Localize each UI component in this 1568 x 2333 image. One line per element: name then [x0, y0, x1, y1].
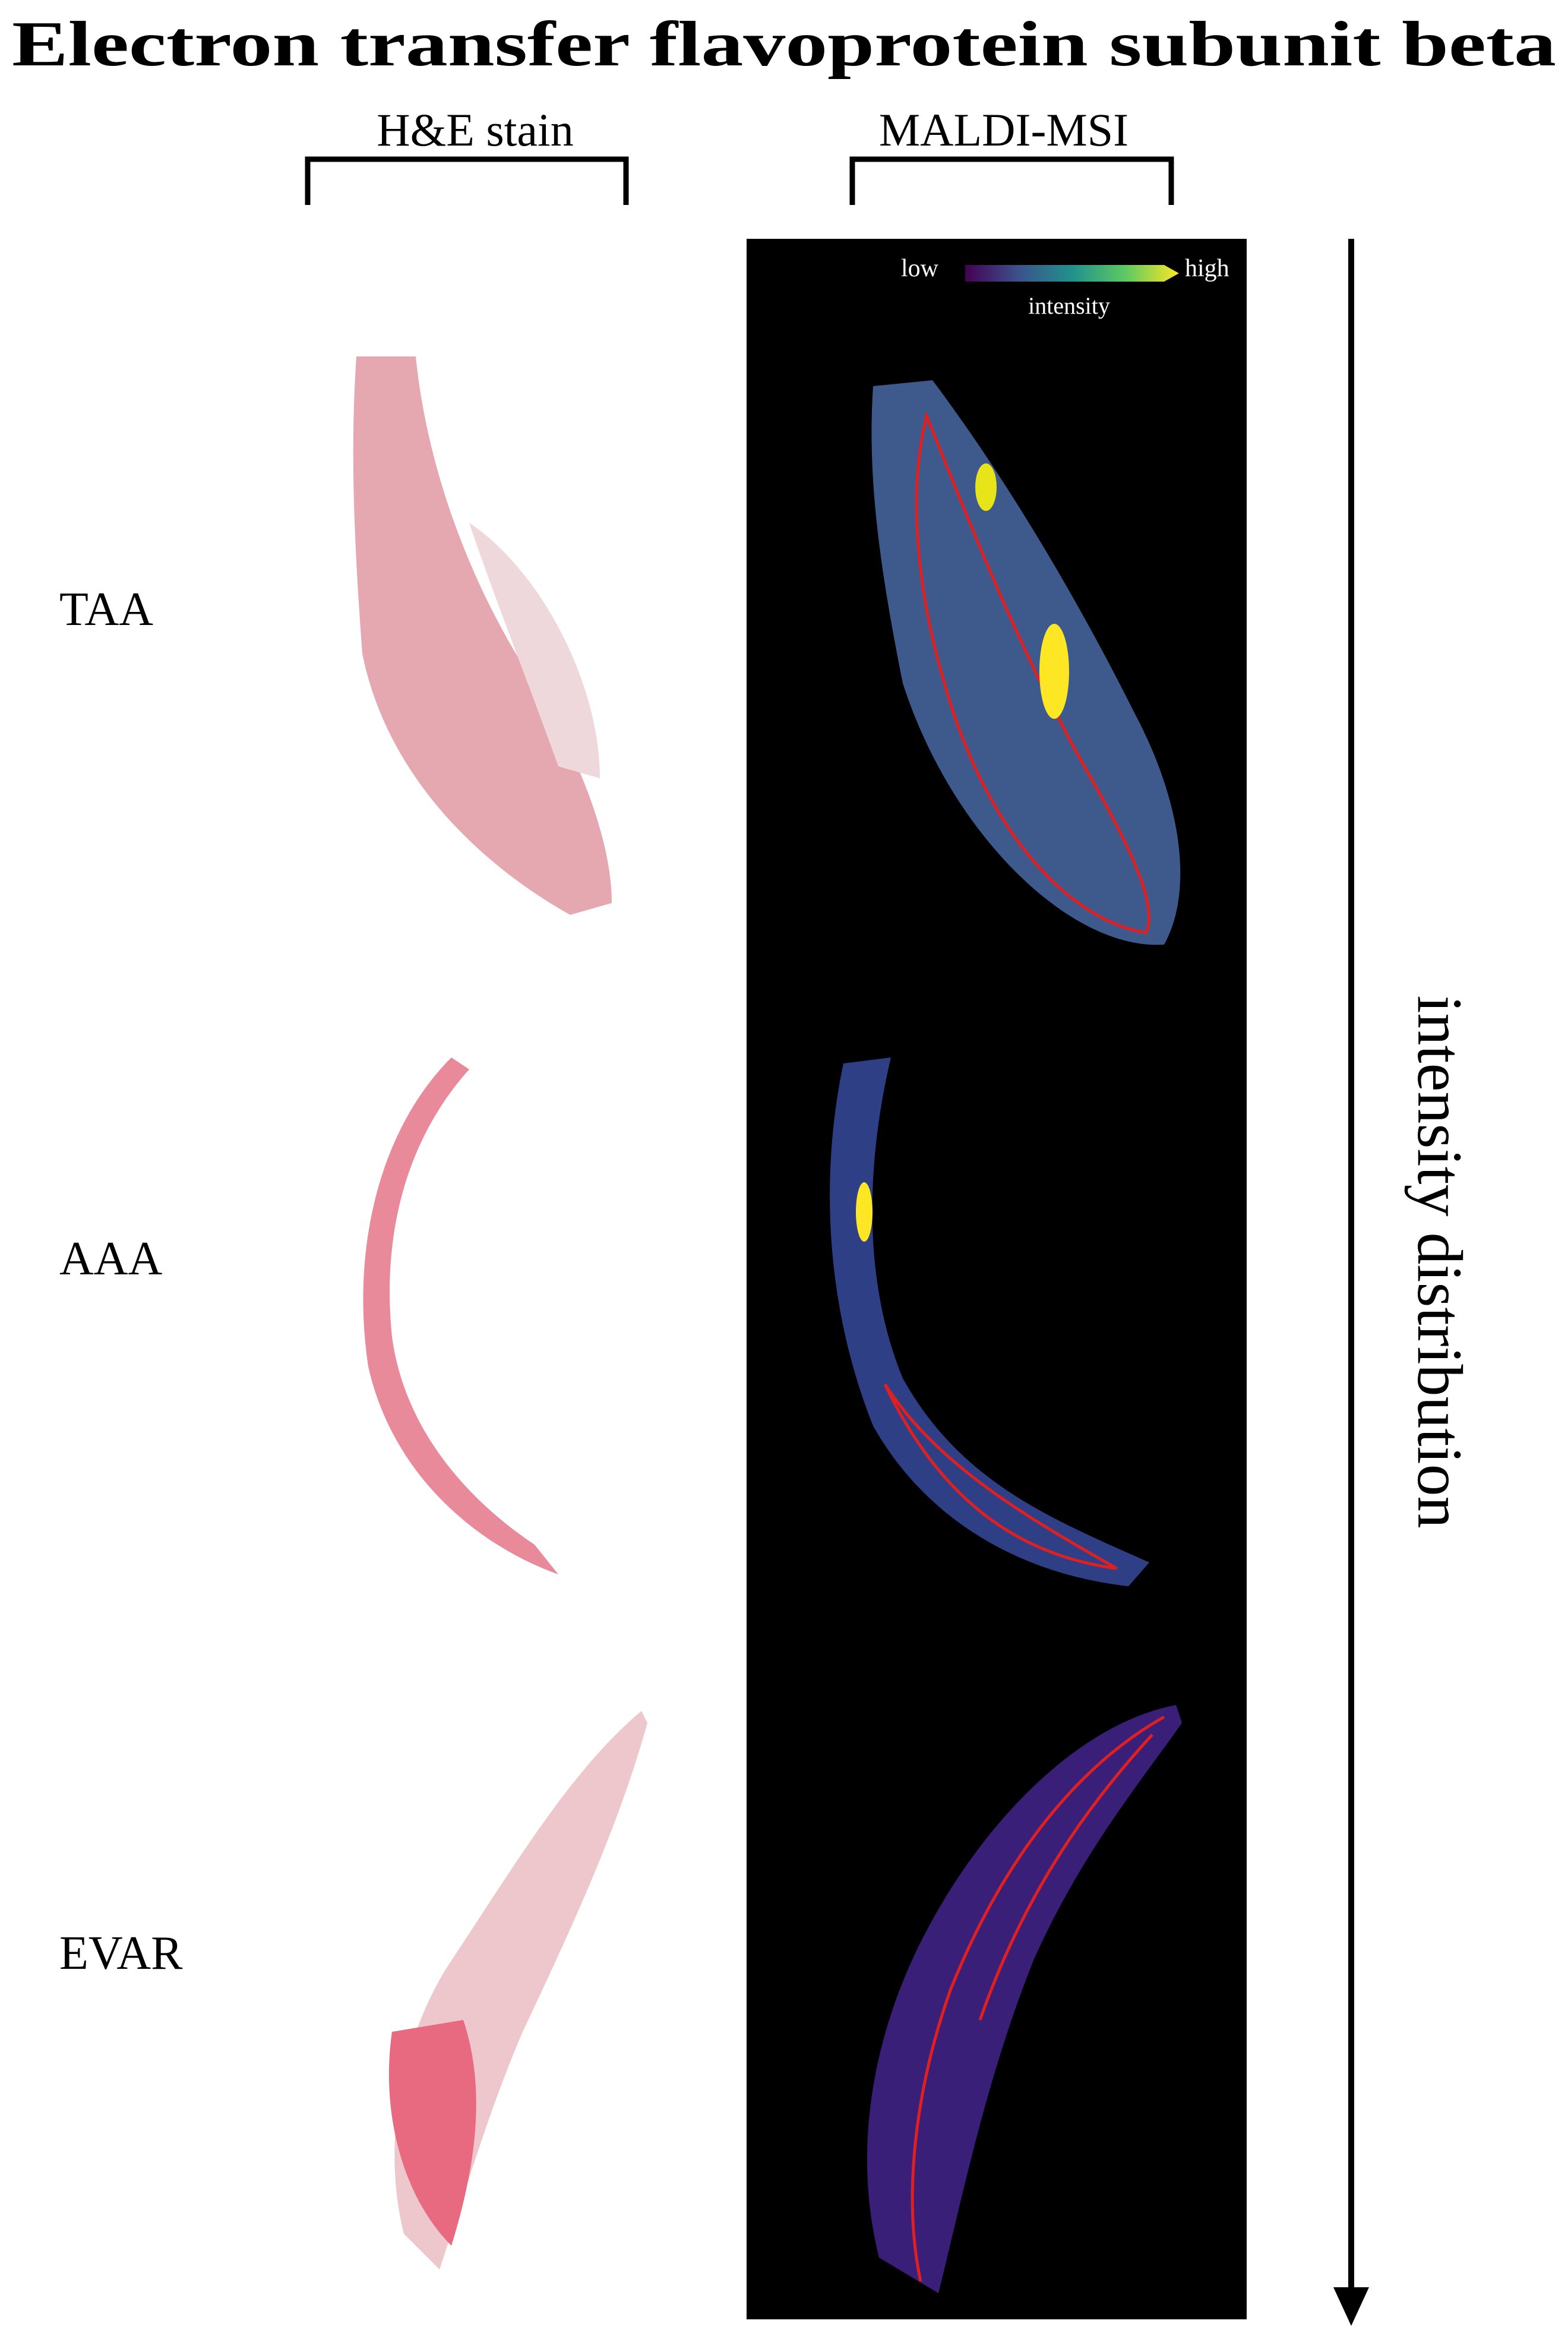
msi-hotspot	[975, 463, 997, 511]
arrow-head	[1333, 2287, 1369, 2326]
arrow-label: intensity distribution	[1404, 995, 1475, 1528]
msi-outline	[883, 1383, 1118, 1570]
row-label: TAA	[59, 583, 153, 636]
msi-outline	[915, 411, 1150, 935]
msi-tissue	[830, 1057, 1149, 1586]
he-tissue	[363, 1057, 558, 1574]
colorbar-low: low	[901, 255, 939, 282]
msi-hotspot	[856, 1182, 872, 1242]
msi-hotspot	[1039, 624, 1069, 719]
colorbar-label: intensity	[1028, 292, 1110, 319]
column-header: MALDI-MSI	[879, 104, 1128, 156]
msi-tissue	[871, 380, 1181, 945]
figure-title: Electron transfer flavoprotein subunit b…	[12, 9, 1556, 80]
bracket	[305, 156, 629, 205]
bracket	[849, 156, 1174, 205]
column-header: H&E stain	[377, 104, 573, 156]
he-tissue	[353, 356, 612, 915]
row-label: EVAR	[59, 1927, 183, 1980]
colorbar-high: high	[1185, 255, 1229, 282]
he-dense	[388, 2020, 476, 2246]
msi-outline	[911, 1715, 1165, 2282]
he-adventitia	[469, 523, 600, 778]
row-label: AAA	[59, 1233, 163, 1285]
colorbar	[965, 265, 1179, 282]
msi-tissue	[867, 1705, 1182, 2293]
